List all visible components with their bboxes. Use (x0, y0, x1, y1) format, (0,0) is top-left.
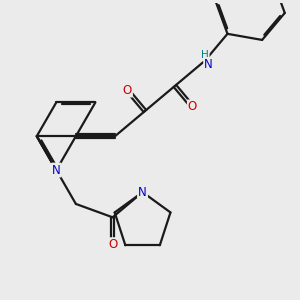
Text: N: N (138, 186, 147, 199)
Text: N: N (204, 58, 213, 71)
Text: N: N (52, 164, 61, 177)
Text: O: O (108, 238, 117, 251)
Text: N: N (138, 186, 147, 199)
Text: O: O (188, 100, 197, 113)
Text: O: O (123, 84, 132, 97)
Text: H: H (201, 50, 209, 60)
